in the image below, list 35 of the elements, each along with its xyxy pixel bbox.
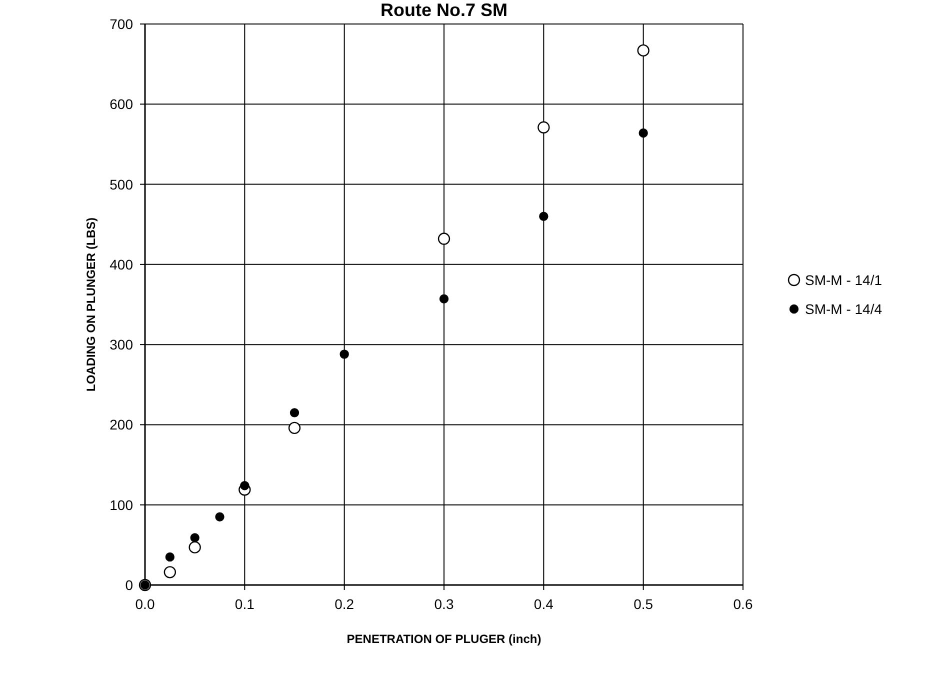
point	[188, 541, 201, 554]
y-tick-label: 200	[110, 416, 134, 433]
y-tick-label: 700	[110, 16, 134, 32]
point	[638, 128, 648, 138]
x-axis-title: PENETRATION OF PLUGER (inch)	[346, 632, 542, 646]
point	[240, 481, 250, 490]
y-tick-label: 600	[110, 96, 134, 112]
point	[439, 294, 449, 304]
x-tick-label: 0.1	[234, 596, 255, 612]
point	[538, 121, 550, 134]
x-tick-label: 0.6	[733, 596, 753, 612]
y-tick-label: 100	[110, 496, 134, 513]
y-tick-label: 500	[110, 176, 134, 192]
x-tick-label: 0.4	[534, 596, 554, 612]
x-tick-label: 0.0	[135, 596, 155, 612]
y-tick-label: 300	[110, 336, 134, 353]
y-tick-label: 400	[110, 256, 134, 272]
point	[539, 212, 548, 221]
legend-label: SM-M - 14/1	[805, 272, 882, 288]
point	[215, 512, 224, 522]
x-tick-label: 0.5	[634, 596, 654, 612]
point	[340, 350, 349, 359]
point	[438, 232, 450, 245]
y-tick-label: 0	[125, 577, 134, 593]
legend-label: SM-M - 14/4	[805, 301, 882, 317]
point	[165, 552, 175, 562]
x-tick-label: 0.3	[434, 596, 454, 612]
point	[637, 44, 650, 57]
point	[164, 566, 176, 578]
chart-title: Route No.7 SM	[380, 0, 508, 20]
y-axis-title: LOADING ON PLUNGER (LBS)	[84, 218, 98, 392]
x-tick-label: 0.2	[334, 596, 354, 612]
point	[290, 408, 300, 418]
point	[190, 533, 200, 542]
point	[288, 422, 301, 434]
